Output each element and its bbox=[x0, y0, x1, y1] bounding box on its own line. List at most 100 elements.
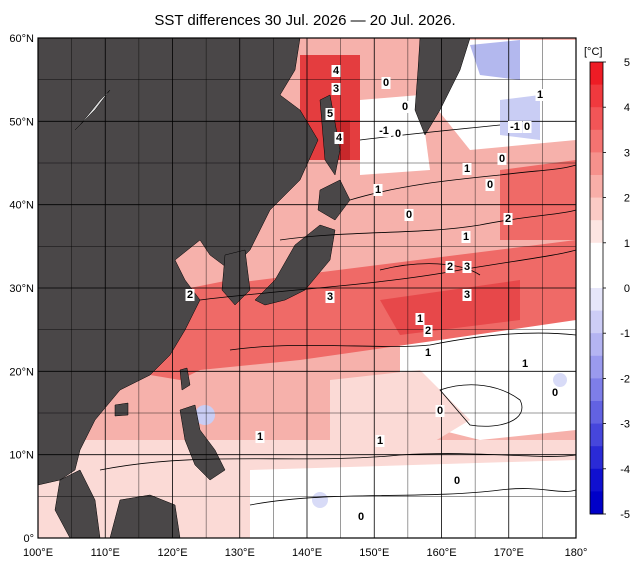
colorbar-label: -2 bbox=[620, 373, 630, 385]
contour-label: 2 bbox=[505, 213, 511, 225]
contour-label-bg bbox=[550, 387, 560, 399]
colorbar-label: 2 bbox=[624, 193, 630, 205]
colorbar-label: 5 bbox=[624, 57, 630, 69]
contour-label-bg bbox=[415, 313, 425, 325]
contour-label: 1 bbox=[375, 184, 381, 196]
lat-tick-label: 30°N bbox=[9, 283, 34, 295]
contour-label-bg bbox=[461, 231, 471, 243]
colorbar-segment bbox=[590, 333, 603, 357]
colorbar-label: -1 bbox=[620, 328, 630, 340]
contour-label-bg bbox=[373, 184, 383, 196]
lon-tick-label: 160°E bbox=[426, 547, 456, 559]
contour-label-bg bbox=[435, 405, 445, 417]
contour-label: 1 bbox=[464, 163, 470, 175]
colorbar-segment bbox=[590, 446, 603, 470]
contour-label: 3 bbox=[333, 83, 339, 95]
colorbar-segment bbox=[590, 242, 603, 266]
contour-label-bg bbox=[462, 289, 472, 301]
colorbar-segment bbox=[590, 468, 603, 492]
lat-tick-label: 0° bbox=[23, 533, 34, 545]
colorbar-label: -3 bbox=[620, 419, 630, 431]
contour-label: 1 bbox=[257, 431, 263, 443]
colorbar-segment bbox=[590, 107, 603, 131]
contour-label-bg bbox=[325, 291, 335, 303]
contour-label: -1 bbox=[510, 121, 520, 133]
lon-tick-label: 100°E bbox=[23, 547, 53, 559]
lon-tick-label: 130°E bbox=[225, 547, 255, 559]
lat-tick-label: 40°N bbox=[9, 200, 34, 212]
contour-label: 2 bbox=[447, 261, 453, 273]
map-title: SST differences 30 Jul. 2026 — 20 Jul. 2… bbox=[154, 12, 456, 29]
contour-label: 0 bbox=[524, 121, 530, 133]
contour-label-bg bbox=[462, 261, 472, 273]
contour-label: 4 bbox=[333, 65, 340, 77]
contour-label: 1 bbox=[417, 313, 423, 325]
contour-label-bg bbox=[400, 101, 410, 113]
contour-label-bg bbox=[485, 179, 495, 191]
colorbar-labels: 5 4 3 2 1 0 -1 -2 -3 -4 -5 bbox=[603, 57, 630, 521]
contour-label: 2 bbox=[425, 325, 431, 337]
contour-label: 0 bbox=[395, 128, 401, 140]
contour-label-bg bbox=[462, 163, 472, 175]
contour-label-bg bbox=[356, 511, 366, 523]
contour-label: 1 bbox=[537, 89, 543, 101]
lon-tick-label: 140°E bbox=[292, 547, 322, 559]
colorbar-segment bbox=[590, 423, 603, 447]
colorbar-label: 0 bbox=[624, 283, 630, 295]
colorbar bbox=[589, 61, 604, 515]
contour-label-bg bbox=[452, 475, 462, 487]
colorbar-segment bbox=[590, 288, 603, 312]
contour-label: 0 bbox=[406, 209, 412, 221]
map-frame bbox=[37, 37, 577, 539]
lon-tick-label: 150°E bbox=[359, 547, 389, 559]
colorbar-segment bbox=[590, 378, 603, 402]
contour-label-bg bbox=[331, 65, 341, 77]
contour-label: 3 bbox=[327, 291, 333, 303]
contour-label: 2 bbox=[187, 289, 193, 301]
colorbar-segment bbox=[590, 491, 603, 515]
land bbox=[37, 37, 471, 539]
colorbar-segment bbox=[590, 310, 603, 334]
colorbar-segment bbox=[590, 355, 603, 379]
contour-label-bg bbox=[404, 209, 414, 221]
contour-label: 0 bbox=[487, 179, 493, 191]
lat-tick-label: 50°N bbox=[9, 116, 34, 128]
contour-lines bbox=[99, 124, 577, 506]
contour-label: 0 bbox=[454, 475, 460, 487]
contour-label-bg bbox=[423, 347, 433, 359]
contour-label: 0 bbox=[383, 77, 389, 89]
contour-label: 0 bbox=[358, 511, 364, 523]
contour-label-bg bbox=[445, 261, 455, 273]
colorbar-segment bbox=[590, 129, 603, 153]
contour-label-bg bbox=[508, 121, 522, 133]
contour-label: 4 bbox=[336, 132, 343, 144]
lon-tick-label: 180° bbox=[565, 547, 588, 559]
colorbar-segment bbox=[590, 220, 603, 244]
lat-tick-label: 60°N bbox=[9, 33, 34, 45]
contour-label: 0 bbox=[552, 387, 558, 399]
colorbar-segment bbox=[590, 197, 603, 221]
contour-label-bg bbox=[185, 289, 195, 301]
colorbar-segment bbox=[590, 152, 603, 176]
contour-label-bg bbox=[377, 125, 391, 137]
lat-lon-grid bbox=[38, 38, 576, 538]
colorbar-label: 4 bbox=[624, 102, 630, 114]
colorbar-label: -5 bbox=[620, 509, 630, 521]
colorbar-segment bbox=[590, 84, 603, 108]
contour-label-bg bbox=[393, 128, 403, 140]
contour-label: 1 bbox=[377, 435, 383, 447]
contour-label: 1 bbox=[522, 358, 528, 370]
contour-label: 0 bbox=[499, 153, 505, 165]
colorbar-label: 3 bbox=[624, 147, 630, 159]
lon-tick-label: 120°E bbox=[157, 547, 187, 559]
contour-label: 0 bbox=[437, 405, 443, 417]
colorbar-segment bbox=[590, 265, 603, 289]
contour-label-bg bbox=[535, 89, 545, 101]
lat-tick-label: 20°N bbox=[9, 366, 34, 378]
colorbar-segment bbox=[590, 175, 603, 199]
longitude-tick-labels: 100°E 110°E 120°E 130°E 140°E 150°E 160°E 170°E… bbox=[23, 547, 587, 559]
lon-tick-label: 110°E bbox=[91, 547, 120, 559]
contour-label-bg bbox=[331, 83, 341, 95]
